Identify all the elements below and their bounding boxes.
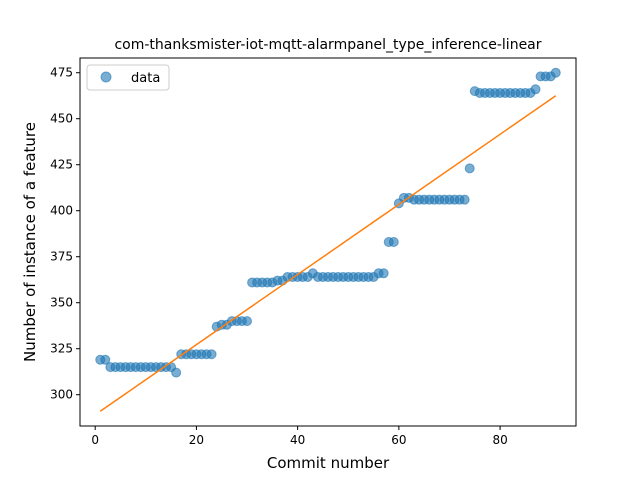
y-tick-label: 325 [50, 342, 73, 356]
x-tick-label: 20 [189, 433, 204, 447]
y-tick-label: 375 [50, 250, 73, 264]
data-point [100, 354, 111, 365]
y-tick-label: 400 [50, 204, 73, 218]
data-point [464, 163, 475, 174]
data-point [171, 367, 182, 378]
x-tick-label: 80 [492, 433, 507, 447]
y-tick-label: 300 [50, 388, 73, 402]
y-tick-label: 425 [50, 158, 73, 172]
data-points [95, 67, 561, 378]
y-axis-label: Number of instance of a feature [21, 122, 39, 362]
legend-label: data [131, 71, 160, 86]
y-tick-label: 450 [50, 112, 73, 126]
data-point [530, 84, 541, 95]
chart-title: com-thanksmister-iot-mqtt-alarmpanel_typ… [114, 37, 541, 53]
data-point [550, 67, 561, 78]
legend-marker [100, 71, 112, 83]
data-point [242, 316, 253, 327]
y-axis-ticks: 300 325 350 375 400 425 450 475 [50, 66, 80, 402]
x-tick-label: 40 [290, 433, 305, 447]
plot-frame [79, 57, 577, 427]
y-tick-label: 350 [50, 296, 73, 310]
x-tick-label: 0 [91, 433, 99, 447]
y-tick-label: 475 [50, 66, 73, 80]
fit-line-layer [99, 95, 557, 412]
fit-line [99, 95, 557, 412]
data-point [378, 268, 389, 279]
data-point [206, 349, 217, 360]
legend: data [86, 64, 170, 91]
data-point [459, 194, 470, 205]
x-axis-ticks: 0 20 40 60 80 [91, 426, 508, 447]
x-tick-label: 60 [391, 433, 406, 447]
data-point [388, 237, 399, 247]
legend-box [86, 64, 170, 91]
x-axis-label: Commit number [267, 454, 390, 472]
